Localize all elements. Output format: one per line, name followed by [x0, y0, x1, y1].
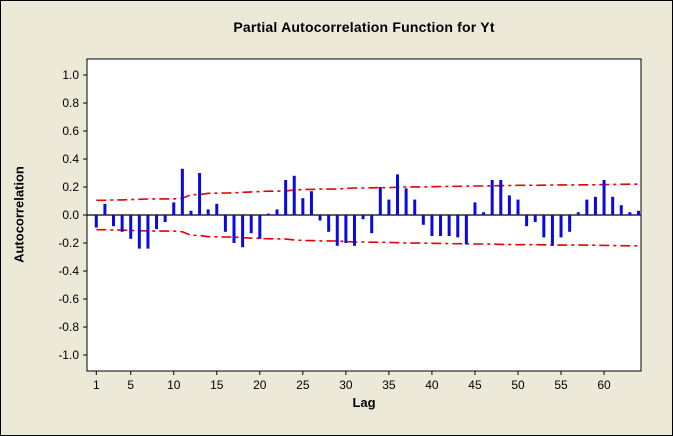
x-tick-label: 1 — [93, 378, 100, 392]
y-tick-label: 0.0 — [62, 208, 79, 222]
y-tick-label: 0.4 — [62, 152, 79, 166]
x-tick-label: 45 — [468, 378, 482, 392]
x-tick-label: 20 — [253, 378, 267, 392]
x-tick-label: 50 — [511, 378, 525, 392]
x-tick-label: 25 — [296, 378, 310, 392]
x-tick-label: 10 — [167, 378, 181, 392]
upper-confidence-limit — [96, 183, 639, 202]
x-axis-label: Lag — [352, 395, 376, 410]
y-tick-label: 0.2 — [62, 180, 79, 194]
x-tick-label: 5 — [127, 378, 134, 392]
y-tick-label: 0.6 — [62, 124, 79, 138]
y-tick-label: -0.8 — [58, 320, 79, 334]
y-tick-label: 0.8 — [62, 96, 79, 110]
y-tick-label: 1.0 — [62, 68, 79, 82]
y-tick-label: -0.6 — [58, 292, 79, 306]
x-tick-label: 55 — [554, 378, 568, 392]
y-tick-label: -0.4 — [58, 264, 79, 278]
x-tick-label: 40 — [425, 378, 439, 392]
y-tick-label: -0.2 — [58, 236, 79, 250]
y-tick-label: -1.0 — [58, 348, 79, 362]
x-tick-label: 15 — [210, 378, 224, 392]
lower-confidence-limit — [96, 228, 639, 247]
x-tick-label: 60 — [597, 378, 611, 392]
x-tick-label: 35 — [382, 378, 396, 392]
x-tick-label: 30 — [339, 378, 353, 392]
chart-title: Partial Autocorrelation Function for Yt — [233, 19, 495, 35]
